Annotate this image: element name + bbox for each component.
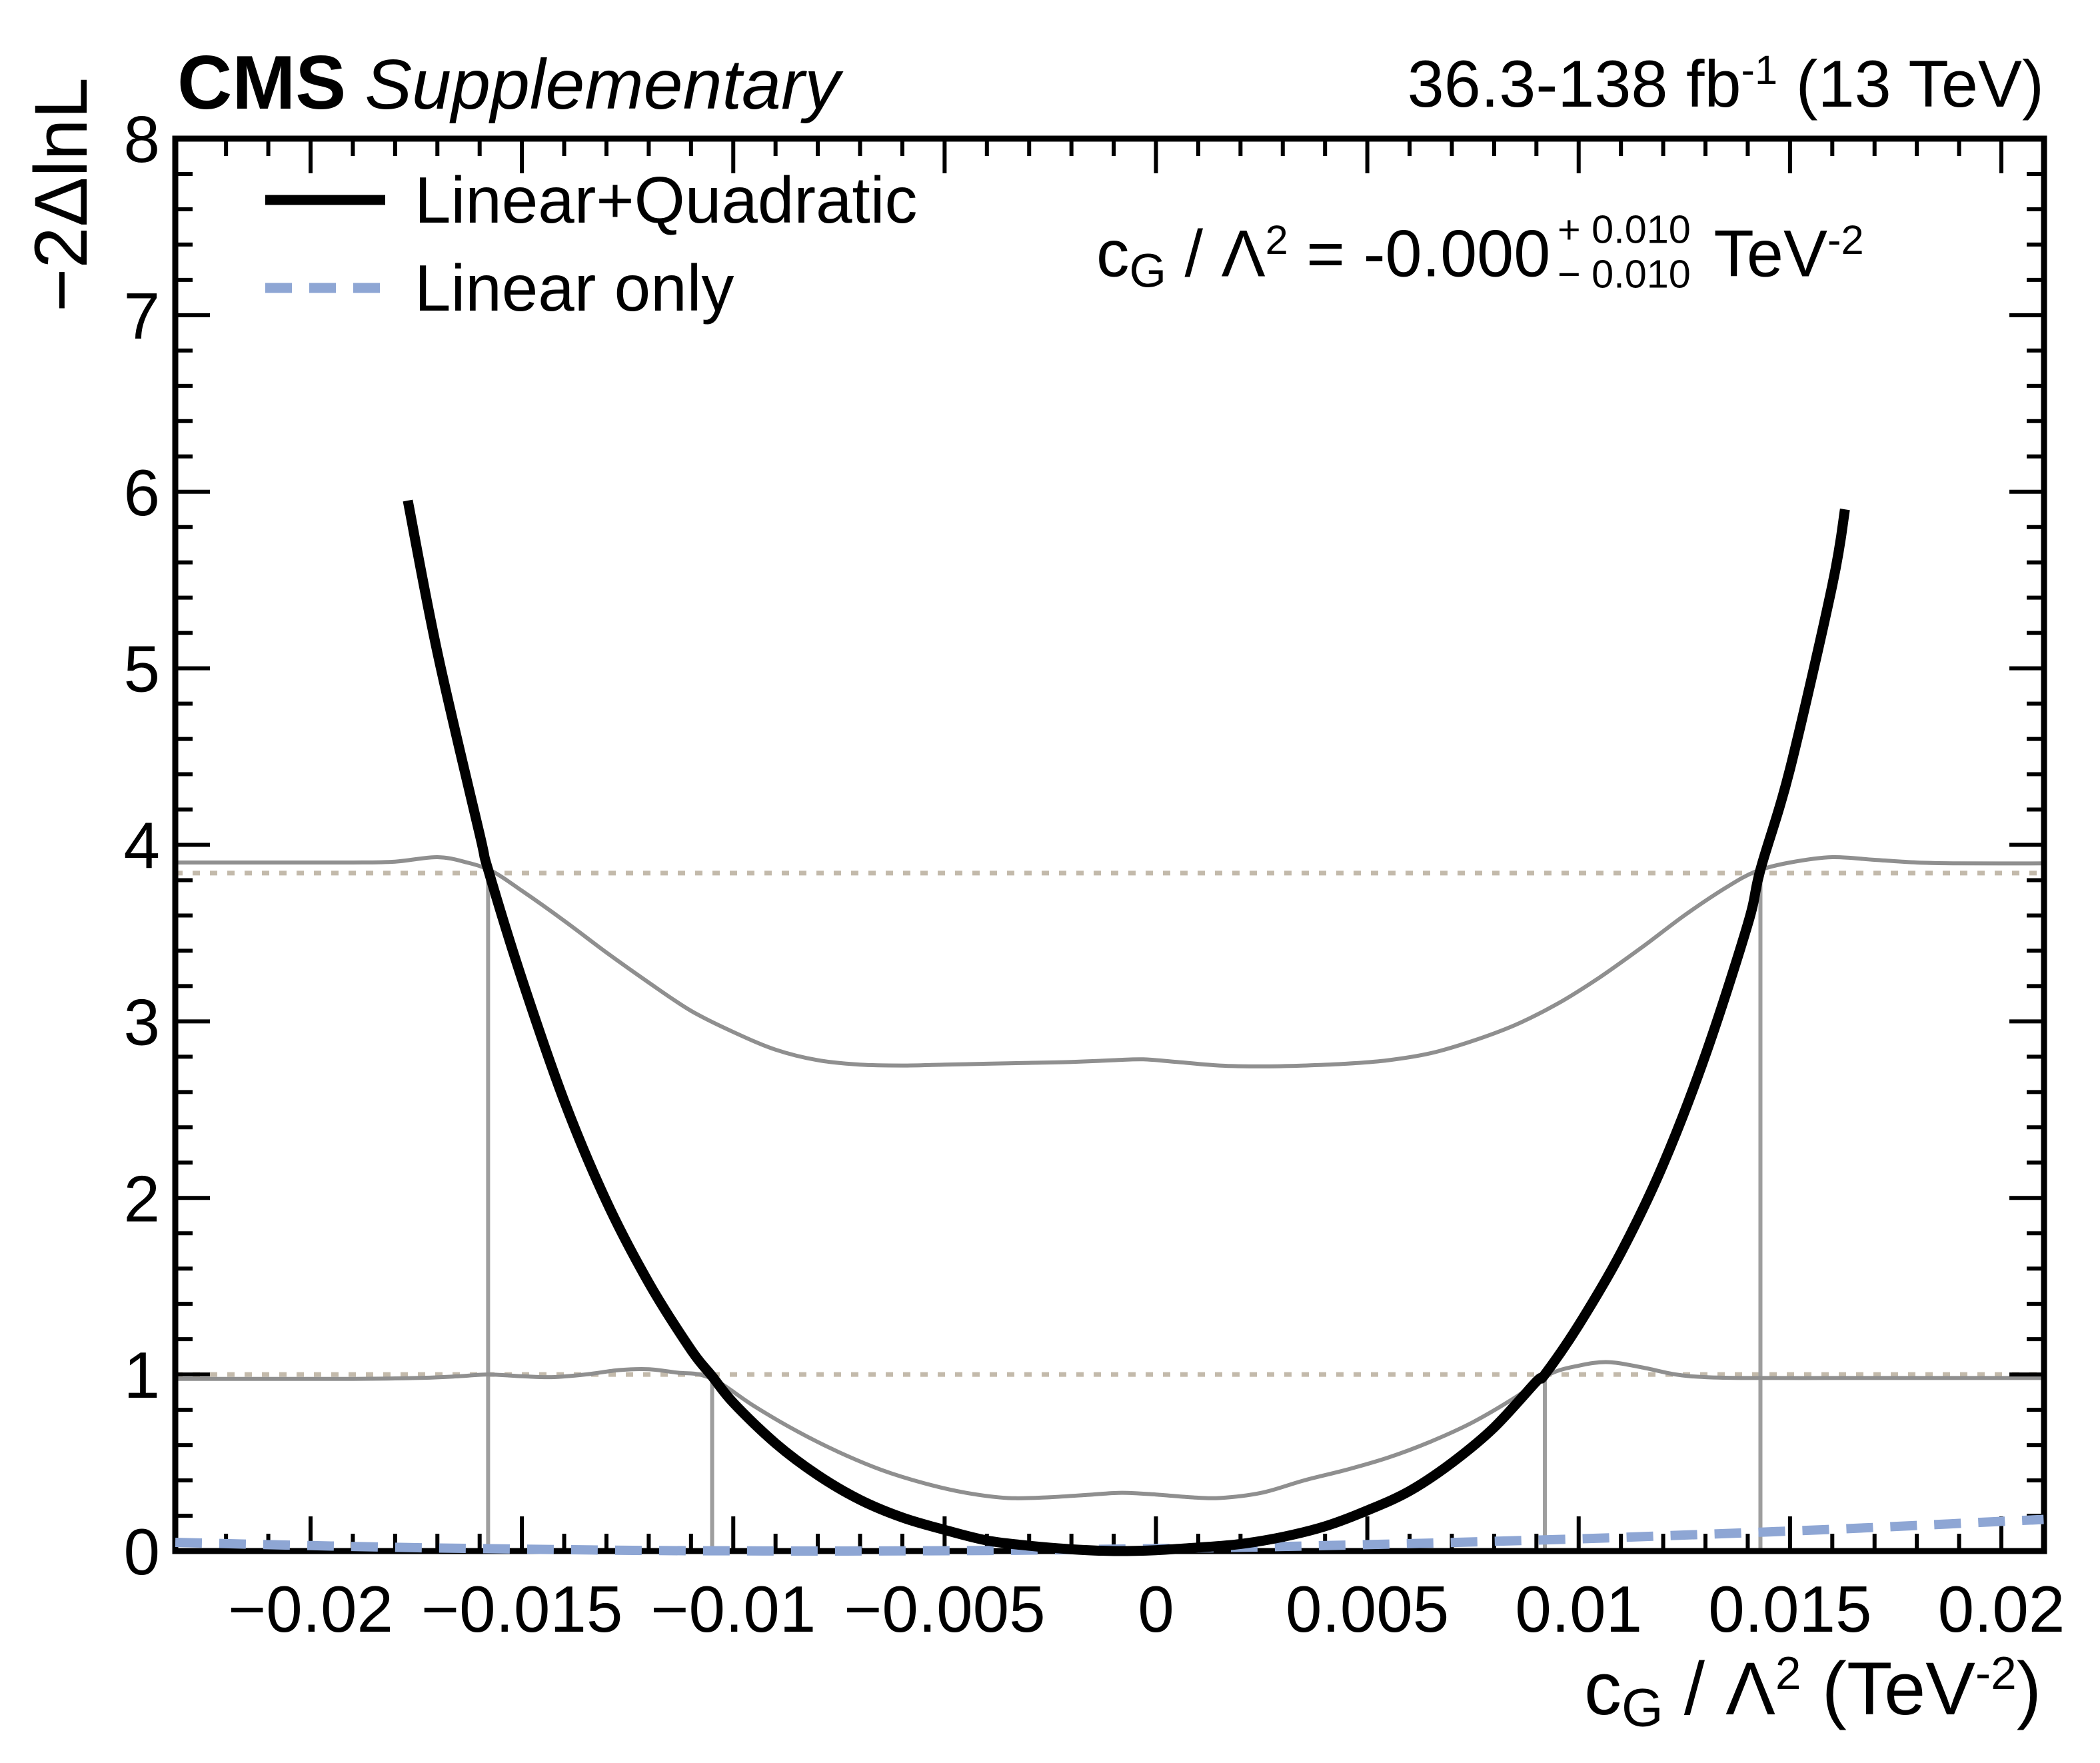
legend-label: Linear+Quadratic bbox=[415, 163, 918, 237]
x-tick-label: −0.015 bbox=[421, 1572, 622, 1646]
x-tick-label: −0.005 bbox=[844, 1572, 1045, 1646]
fit-result-annotation: cG / Λ2 = -0.000 + 0.010− 0.010 TeV-2 bbox=[1096, 207, 1864, 298]
y-tick-label: 4 bbox=[123, 809, 160, 882]
cms-header: CMS Supplementary bbox=[177, 45, 840, 121]
cl-horizontal-lines bbox=[175, 871, 2044, 1377]
plot-frame bbox=[172, 135, 2047, 1554]
cms-label: CMS bbox=[177, 41, 347, 125]
x-tick-label: 0 bbox=[1138, 1572, 1174, 1646]
uncertainty-stack: + 0.010− 0.010 bbox=[1557, 207, 1691, 296]
luminosity-label: 36.3-138 fb-1 (13 TeV) bbox=[1407, 47, 2044, 121]
legend-label: Linear only bbox=[415, 251, 734, 325]
supplementary-label: Supplementary bbox=[365, 45, 840, 124]
curve-saturated-scan-lower-gray bbox=[175, 1360, 2044, 1500]
x-tick-label: 0.02 bbox=[1938, 1572, 2065, 1646]
tick-labels: −0.02 −0.015 −0.01 −0.005 0 0.005 0.01 0.015 0.0… bbox=[123, 103, 2065, 1646]
curve-saturated-scan-upper-gray bbox=[175, 855, 2044, 1068]
x-tick-label: 0.015 bbox=[1708, 1572, 1871, 1646]
y-tick-label: 2 bbox=[123, 1162, 160, 1235]
x-tick-label: 0.005 bbox=[1286, 1572, 1449, 1646]
cl-vertical-lines bbox=[486, 869, 1763, 1551]
y-tick-label: 1 bbox=[123, 1338, 160, 1412]
x-tick-label: −0.02 bbox=[228, 1572, 393, 1646]
y-tick-label: 7 bbox=[123, 279, 160, 353]
y-tick-label: 0 bbox=[123, 1515, 160, 1588]
x-axis-title: cG / Λ2 (TeV-2) bbox=[1584, 1646, 2041, 1738]
y-tick-label: 8 bbox=[123, 103, 160, 176]
y-tick-label: 6 bbox=[123, 456, 160, 529]
legend: Linear+Quadratic Linear only bbox=[265, 163, 918, 325]
x-tick-label: 0.01 bbox=[1515, 1572, 1642, 1646]
x-tick-label: −0.01 bbox=[650, 1572, 816, 1646]
y-axis-title: −2ΔlnL bbox=[19, 77, 103, 312]
curve-linear-plus-quadratic bbox=[403, 499, 1850, 1556]
y-tick-label: 5 bbox=[123, 633, 160, 706]
y-tick-label: 3 bbox=[123, 985, 160, 1058]
